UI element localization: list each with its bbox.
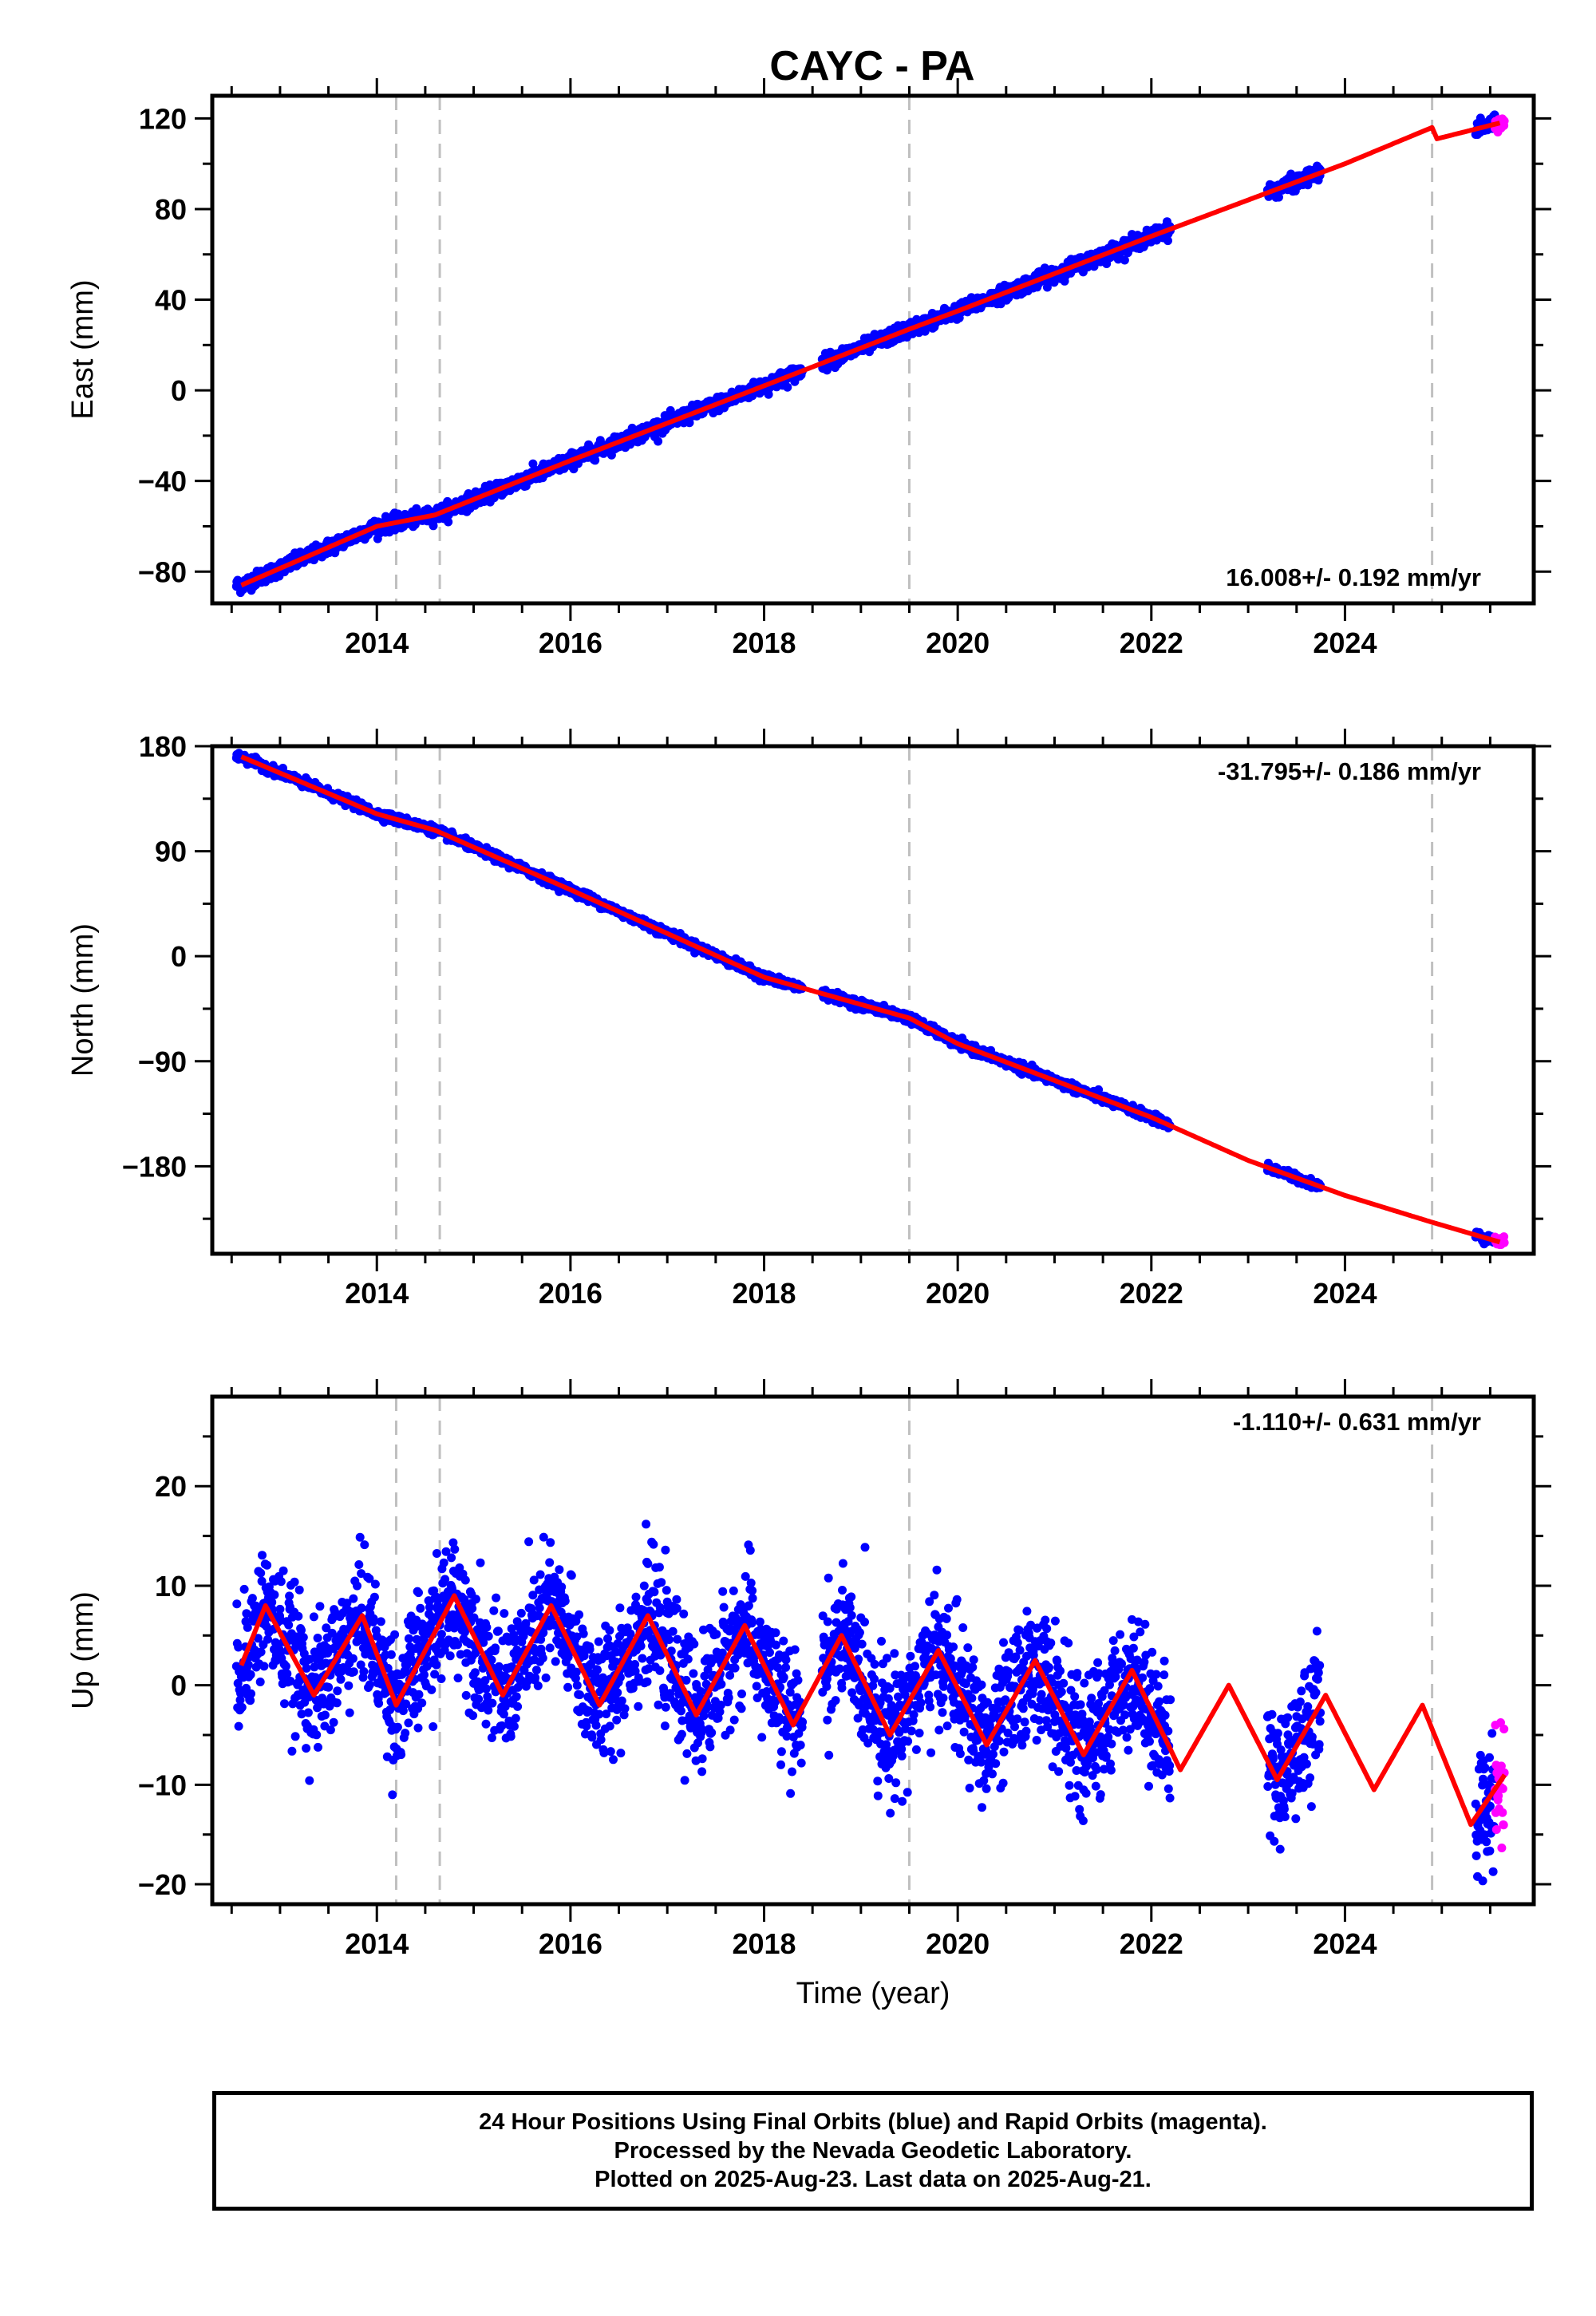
y-axis-label: East (mm) bbox=[66, 279, 100, 419]
final-point bbox=[783, 382, 792, 392]
final-point bbox=[444, 517, 453, 527]
x-tick-label: 2016 bbox=[539, 626, 602, 659]
rapid-point bbox=[1499, 117, 1509, 126]
final-point bbox=[1163, 236, 1172, 246]
plot-frame bbox=[210, 93, 1536, 606]
x-tick-label: 2024 bbox=[1313, 626, 1377, 659]
rate-label: 16.008+/- 0.192 mm/yr bbox=[1226, 563, 1481, 591]
x-tick-label: 2018 bbox=[732, 626, 796, 659]
y-tick-label: 80 bbox=[155, 193, 187, 226]
panel-north: 2014 2016 2018 2020 2022 2024−180−90090180Nor… bbox=[66, 729, 1551, 1310]
model-curve bbox=[239, 121, 1502, 588]
chart-title: CAYC - PA bbox=[769, 43, 974, 89]
final-point bbox=[1274, 192, 1283, 202]
y-tick-label: 40 bbox=[155, 284, 187, 317]
y-tick-label: 120 bbox=[139, 102, 187, 135]
panels: 2014 2016 2018 2020 2022 2024 −80 −40 0 40 80 120 Ea… bbox=[66, 78, 1551, 2010]
x-tick-label: 2014 bbox=[345, 626, 409, 659]
data-points bbox=[231, 749, 1509, 1250]
panel-east: 2014 2016 2018 2020 2022 2024 −80 −40 0 40 80 120 Ea… bbox=[66, 78, 1551, 659]
final-point bbox=[920, 326, 930, 336]
final-point bbox=[1120, 255, 1129, 265]
final-point bbox=[654, 437, 663, 446]
y-tick-label: −40 bbox=[138, 465, 187, 498]
x-tick-label: 2020 bbox=[926, 626, 990, 659]
data-points bbox=[231, 110, 1509, 598]
final-point bbox=[429, 521, 438, 531]
y-tick-label: −80 bbox=[138, 555, 187, 588]
y-tick-label: 0 bbox=[171, 374, 187, 407]
final-point bbox=[1042, 283, 1052, 292]
x-tick-label: 2022 bbox=[1120, 626, 1183, 659]
